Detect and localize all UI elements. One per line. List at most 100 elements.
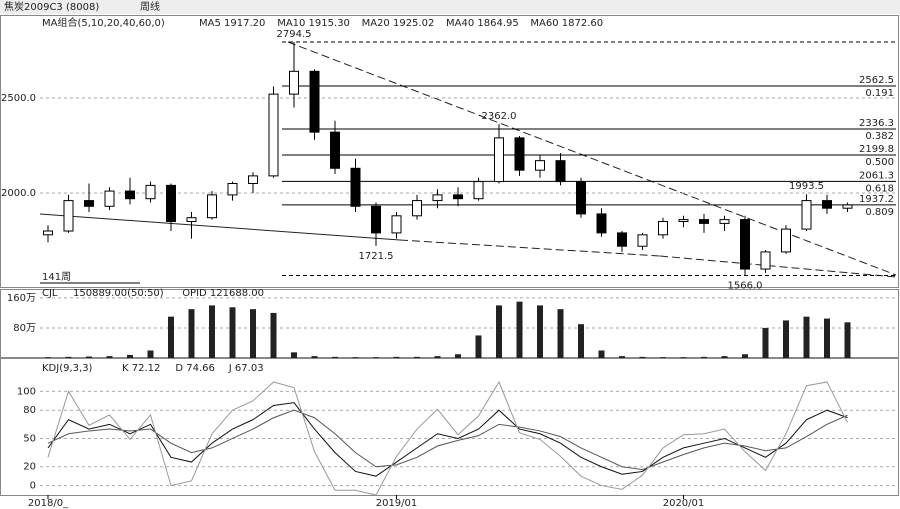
- y-tick-label: 20: [23, 462, 36, 473]
- y-tick-label: 80: [23, 405, 36, 416]
- x-tick-label: 2020/01: [663, 498, 705, 509]
- y-tick-label: 50: [23, 433, 36, 444]
- trend-line: [287, 41, 897, 276]
- volume-bar: [824, 318, 830, 358]
- readout: K 72.12: [122, 363, 160, 374]
- fib-price: 2336.3: [859, 118, 894, 129]
- volume-bar: [147, 350, 154, 358]
- candle-body: [658, 221, 668, 236]
- volume-bar: [65, 356, 72, 358]
- trend-line: [399, 239, 661, 257]
- candle-body: [432, 194, 443, 202]
- fib-price: 2562.5: [859, 75, 894, 86]
- y-tick-label: 80万: [13, 323, 36, 334]
- kdj-line: [47, 409, 848, 471]
- candle-body: [84, 200, 94, 207]
- volume-bar: [270, 312, 277, 358]
- candle-body: [822, 200, 832, 209]
- volume-bar: [762, 327, 769, 358]
- volume-bar: [680, 357, 687, 358]
- candle-body: [227, 182, 238, 196]
- volume-bar: [557, 309, 564, 358]
- volume-bar: [414, 356, 420, 358]
- volume-bar: [373, 357, 379, 358]
- readout: J 67.03: [228, 363, 264, 374]
- candle-body: [801, 200, 812, 230]
- x-tick-label: 2018/0_: [28, 498, 69, 509]
- y-tick-label: 0: [30, 481, 36, 492]
- volume-bar: [127, 354, 133, 358]
- y-tick-label: 100: [17, 386, 36, 397]
- readout: MA60 1872.60: [530, 18, 603, 29]
- x-tick-label: 2019/01: [376, 498, 418, 509]
- volume-bar: [496, 305, 502, 358]
- symbol: 焦炭2009C3 (8008): [4, 0, 99, 13]
- volume-bar: [639, 356, 646, 358]
- volume-bar: [209, 305, 215, 358]
- candle-body: [617, 232, 627, 247]
- fib-ratio: 0.382: [865, 131, 894, 142]
- volume-bar: [311, 356, 318, 358]
- candle-body: [555, 160, 566, 183]
- kdj-line: [47, 380, 848, 496]
- volume-bar: [106, 356, 113, 358]
- candle-body: [330, 131, 340, 169]
- candle-body: [453, 194, 463, 200]
- volume-bar: [455, 354, 461, 358]
- volume-bar: [352, 357, 359, 358]
- header-bar: [0, 0, 900, 14]
- candle-body: [719, 219, 730, 224]
- indicator-title: CJL: [42, 288, 58, 299]
- volume-bar: [783, 320, 789, 358]
- candle-body: [760, 251, 771, 270]
- volume-bar: [188, 309, 195, 358]
- y-tick-label: 2500.0: [1, 93, 36, 104]
- candle-body: [678, 219, 689, 223]
- candle-body: [145, 184, 156, 200]
- candle-body: [309, 70, 320, 133]
- candle-body: [125, 190, 135, 200]
- readout: MA10 1915.30: [277, 18, 350, 29]
- readout: MA5 1917.20: [199, 18, 265, 29]
- kdj-frame: [0, 358, 899, 496]
- fib-price: 1937.2: [859, 194, 894, 205]
- period: 周线: [140, 0, 160, 13]
- extreme-label: 1721.5: [359, 251, 394, 262]
- fib-price: 2199.8: [859, 144, 894, 155]
- candle-body: [637, 234, 648, 247]
- volume-bar: [516, 301, 523, 358]
- candle-body: [207, 194, 217, 219]
- candle-body: [63, 200, 74, 232]
- candle-body: [473, 181, 484, 200]
- candle-body: [104, 190, 115, 207]
- readout: D 74.66: [175, 363, 215, 374]
- candle-body: [699, 219, 709, 224]
- candle-body: [166, 184, 176, 223]
- volume-bar: [598, 350, 605, 358]
- volume-bar: [721, 356, 728, 358]
- readout: 150889.00(50:50): [73, 288, 164, 299]
- candle-body: [494, 137, 504, 183]
- y-tick-label: 160万: [7, 293, 36, 304]
- extreme-label: 1993.5: [789, 181, 824, 192]
- candle-body: [43, 230, 53, 236]
- candle-body: [289, 70, 299, 95]
- extreme-label: 2362.0: [482, 111, 517, 122]
- indicator-title: KDJ(9,3,3): [42, 363, 93, 374]
- volume-bar: [393, 356, 400, 358]
- candle-body: [186, 217, 197, 223]
- readout: MA40 1864.95: [446, 18, 519, 29]
- fib-ratio: 0.191: [865, 88, 894, 99]
- volume-bar: [742, 354, 748, 358]
- candle-body: [842, 204, 853, 209]
- candle-body: [514, 137, 525, 171]
- candle-body: [268, 93, 279, 177]
- candle-body: [596, 213, 607, 234]
- volume-bar: [660, 357, 666, 358]
- extreme-label: 2794.5: [277, 29, 312, 40]
- y-tick-label: 2000.0: [1, 188, 36, 199]
- volume-bar: [434, 356, 441, 358]
- volume-bar: [168, 316, 174, 358]
- fib-ratio: 0.809: [865, 207, 894, 218]
